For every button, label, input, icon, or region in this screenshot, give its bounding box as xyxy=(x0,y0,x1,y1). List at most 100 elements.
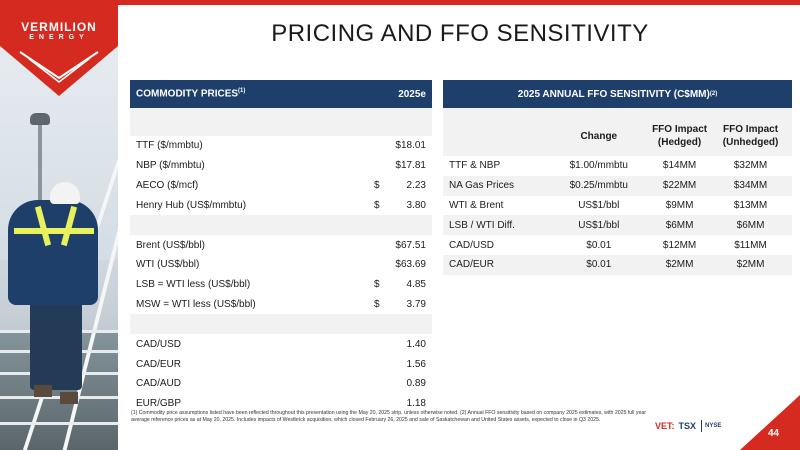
commodity-amount: 4.85 xyxy=(406,279,426,291)
commodity-value: 1.40 xyxy=(406,338,426,350)
commodity-label: MSW = WTI less (US$/bbl) xyxy=(136,298,256,310)
nyse-logo: NYSE xyxy=(705,423,722,429)
ffo-change: $0.01 xyxy=(586,239,612,251)
commodity-header-label: COMMODITY PRICES xyxy=(136,88,239,100)
ffo-row: CAD/USD $0.01 $12MM $11MM xyxy=(443,235,792,255)
ffo-hedged: $9MM xyxy=(665,199,694,211)
ffo-hedged: $6MM xyxy=(665,219,694,231)
currency-symbol: $ xyxy=(374,179,380,191)
ffo-change: $0.01 xyxy=(586,259,612,271)
ffo-unhedged: $34MM xyxy=(733,180,768,192)
commodity-spacer-row xyxy=(130,108,432,136)
commodity-value: $17.81 xyxy=(395,160,426,172)
commodity-label: WTI (US$/bbl) xyxy=(136,259,200,271)
exchange-divider-icon xyxy=(701,420,703,432)
ffo-driver: NA Gas Prices xyxy=(449,180,515,192)
ffo-body: TTF & NBP $1.00/mmbtu $14MM $32MM NA Gas Pri… xyxy=(443,156,792,275)
commodity-value: $18.01 xyxy=(395,140,426,152)
ffo-row: WTI & Brent US$1/bbl $9MM $13MM xyxy=(443,195,792,216)
commodity-label: LSB = WTI less (US$/bbl) xyxy=(136,279,251,291)
commodity-label: TTF ($/mmbtu) xyxy=(136,140,203,152)
commodity-row: CAD/USD 1.40 xyxy=(130,334,432,355)
boot xyxy=(60,392,78,404)
commodity-value: 1.56 xyxy=(406,358,426,370)
ffo-driver: LSB / WTI Diff. xyxy=(449,219,515,231)
stair-step xyxy=(0,422,118,425)
commodity-row: Brent (US$/bbl) $67.51 xyxy=(130,235,432,255)
commodity-amount: 3.80 xyxy=(406,199,426,211)
logo-sub: ENERGY xyxy=(29,34,89,41)
commodity-label: EUR/GBP xyxy=(136,398,182,410)
commodity-row: TTF ($/mmbtu) $18.01 xyxy=(130,136,432,156)
ffo-header: 2025 ANNUAL FFO SENSITIVITY (C$MM) (2) xyxy=(443,80,792,108)
commodity-header-sup: (1) xyxy=(238,88,246,95)
ffo-col-unhedged: FFO Impact (Unhedged) xyxy=(715,123,786,149)
commodity-label: CAD/AUD xyxy=(136,378,182,390)
currency-symbol: $ xyxy=(374,199,380,211)
ffo-unhedged: $32MM xyxy=(733,160,768,172)
ffo-col-change: Change xyxy=(580,130,618,142)
ffo-driver: WTI & Brent xyxy=(449,199,504,211)
hard-hat-icon xyxy=(50,182,80,204)
ffo-row: LSB / WTI Diff. US$1/bbl $6MM $6MM xyxy=(443,215,792,236)
ffo-hedged: $14MM xyxy=(662,160,697,172)
commodity-row: AECO ($/mcf) $2.23 xyxy=(130,175,432,196)
ffo-sensitivity-table: 2025 ANNUAL FFO SENSITIVITY (C$MM) (2) Ch… xyxy=(443,80,792,275)
exchange-listing: VET: TSX NYSE xyxy=(655,420,721,432)
commodity-row: Henry Hub (US$/mmbtu) $3.80 xyxy=(130,195,432,216)
commodity-header-title: COMMODITY PRICES(1) xyxy=(136,88,398,99)
commodity-spacer-row xyxy=(130,314,432,335)
ffo-col-unhedged-l1: FFO Impact xyxy=(723,124,779,135)
commodity-row: WTI (US$/bbl) $63.69 xyxy=(130,254,432,275)
top-accent-bar xyxy=(118,0,800,5)
commodity-row: EUR/GBP 1.18 xyxy=(130,393,432,414)
commodity-value: $3.80 xyxy=(374,200,426,211)
commodity-header: COMMODITY PRICES(1) 2025e xyxy=(130,80,432,108)
ticker-label: VET: xyxy=(655,421,675,431)
commodity-amount: 2.23 xyxy=(406,179,426,191)
commodity-value: $2.23 xyxy=(374,180,426,191)
ffo-change: $1.00/mmbtu xyxy=(569,160,628,172)
commodity-label: NBP ($/mmbtu) xyxy=(136,160,205,172)
commodity-row: CAD/AUD 0.89 xyxy=(130,373,432,394)
commodity-label: Henry Hub (US$/mmbtu) xyxy=(136,199,247,211)
commodity-label: CAD/EUR xyxy=(136,358,182,370)
boot xyxy=(34,385,52,397)
commodity-row: LSB = WTI less (US$/bbl) $4.85 xyxy=(130,274,432,295)
ffo-driver: CAD/EUR xyxy=(449,259,495,271)
commodity-label: CAD/USD xyxy=(136,338,182,350)
worker-body xyxy=(8,200,98,305)
commodity-label: Brent (US$/bbl) xyxy=(136,239,205,251)
ffo-unhedged: $13MM xyxy=(733,199,768,211)
ffo-unhedged: $2MM xyxy=(736,259,765,271)
commodity-value: 0.89 xyxy=(406,378,426,390)
ffo-col-unhedged-l2: (Unhedged) xyxy=(722,137,779,148)
currency-symbol: $ xyxy=(374,298,380,310)
ffo-col-hedged: FFO Impact (Hedged) xyxy=(644,123,715,149)
ffo-spacer xyxy=(443,108,792,116)
ffo-hedged: $12MM xyxy=(662,239,697,251)
logo-name: VERMILION xyxy=(21,20,97,34)
commodity-prices-table: COMMODITY PRICES(1) 2025e TTF ($/mmbtu) $… xyxy=(130,80,432,414)
ffo-col-hedged-l1: FFO Impact xyxy=(652,124,708,135)
lamp-icon xyxy=(30,113,50,125)
commodity-value: $3.79 xyxy=(374,299,426,310)
lamp-post xyxy=(38,120,42,240)
commodity-body: TTF ($/mmbtu) $18.01 NBP ($/mmbtu) $17.81 AE… xyxy=(130,108,432,414)
worker-legs xyxy=(30,290,82,390)
page-corner xyxy=(740,395,800,450)
commodity-row: NBP ($/mmbtu) $17.81 xyxy=(130,155,432,176)
ffo-driver: TTF & NBP xyxy=(449,160,501,172)
ffo-col-hedged-l2: (Hedged) xyxy=(657,137,702,148)
ffo-driver: CAD/USD xyxy=(449,239,495,251)
commodity-label: AECO ($/mcf) xyxy=(136,179,199,191)
ffo-hedged: $2MM xyxy=(665,259,694,271)
commodity-row: CAD/EUR 1.56 xyxy=(130,354,432,374)
ffo-change: US$1/bbl xyxy=(578,199,620,211)
commodity-amount: 3.79 xyxy=(406,298,426,310)
commodity-value: 1.18 xyxy=(406,398,426,410)
ffo-header-label: 2025 ANNUAL FFO SENSITIVITY (C$MM) xyxy=(517,88,710,100)
logo-banner xyxy=(0,0,118,96)
page-title: PRICING AND FFO SENSITIVITY xyxy=(271,20,649,47)
ffo-hedged: $22MM xyxy=(662,180,697,192)
